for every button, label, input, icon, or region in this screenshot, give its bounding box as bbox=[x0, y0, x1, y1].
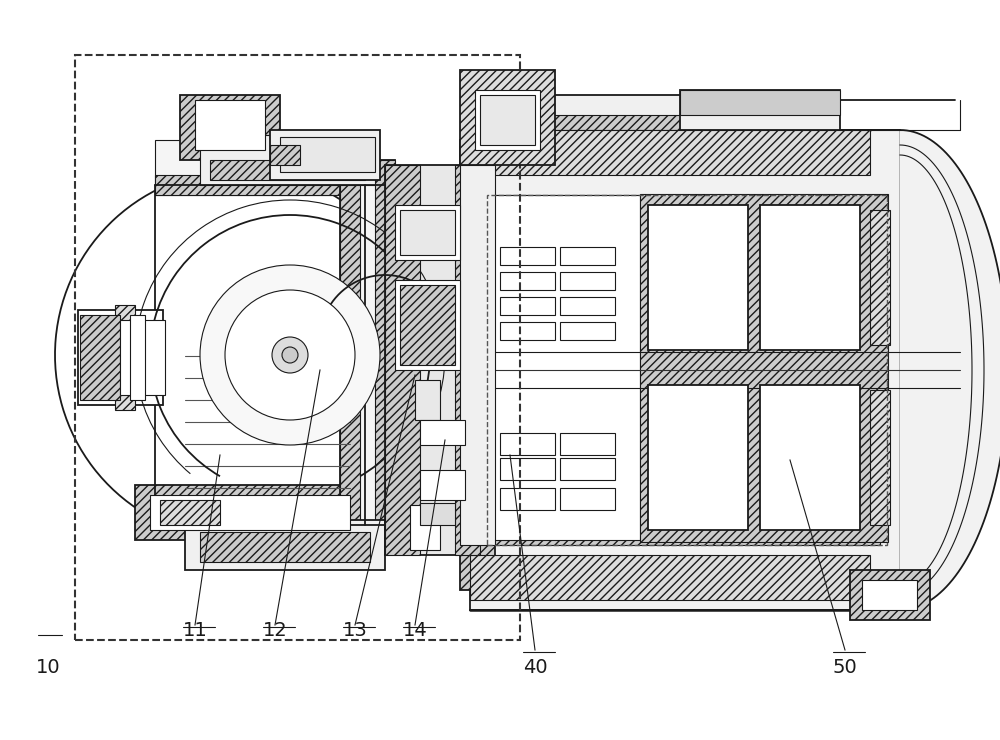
Bar bbox=[185, 520, 385, 570]
Bar bbox=[130, 315, 145, 400]
Bar bbox=[400, 285, 455, 365]
Bar bbox=[487, 195, 887, 545]
Bar bbox=[155, 175, 360, 195]
Bar bbox=[420, 503, 455, 525]
Bar bbox=[460, 70, 555, 165]
Bar bbox=[870, 390, 890, 525]
Text: 11: 11 bbox=[183, 621, 207, 640]
Bar bbox=[385, 165, 420, 555]
Bar bbox=[395, 280, 460, 370]
Bar bbox=[480, 95, 535, 145]
Bar bbox=[375, 160, 395, 540]
Bar bbox=[115, 305, 135, 410]
Bar bbox=[560, 488, 615, 510]
Bar bbox=[75, 55, 520, 640]
Bar bbox=[415, 380, 440, 420]
Bar bbox=[470, 130, 900, 610]
Bar bbox=[680, 90, 840, 115]
Bar bbox=[270, 145, 300, 165]
Bar bbox=[155, 140, 360, 195]
Bar bbox=[560, 272, 615, 290]
Bar bbox=[850, 570, 930, 620]
Bar bbox=[395, 205, 460, 260]
Bar bbox=[160, 500, 220, 525]
Bar bbox=[80, 315, 120, 400]
Text: 13: 13 bbox=[343, 621, 367, 640]
Bar bbox=[150, 495, 350, 530]
Bar bbox=[78, 310, 163, 405]
Bar bbox=[410, 505, 440, 550]
Text: 14: 14 bbox=[403, 621, 427, 640]
Bar bbox=[340, 160, 360, 540]
Bar bbox=[560, 433, 615, 455]
Bar bbox=[420, 470, 465, 500]
Bar bbox=[340, 160, 395, 540]
Polygon shape bbox=[900, 130, 1000, 610]
Bar bbox=[560, 297, 615, 315]
Bar bbox=[648, 385, 748, 530]
Bar bbox=[460, 165, 495, 545]
Bar bbox=[470, 555, 870, 600]
Bar bbox=[490, 95, 685, 150]
Text: 10: 10 bbox=[36, 658, 60, 677]
Bar bbox=[870, 210, 890, 345]
Bar bbox=[500, 433, 555, 455]
Bar bbox=[500, 488, 555, 510]
Bar bbox=[640, 194, 888, 542]
Bar bbox=[210, 160, 365, 180]
Text: 12: 12 bbox=[263, 621, 287, 640]
Bar bbox=[500, 458, 555, 480]
Bar bbox=[455, 165, 480, 555]
Bar bbox=[135, 485, 365, 540]
Bar bbox=[490, 115, 685, 130]
Bar bbox=[760, 385, 860, 530]
Bar bbox=[760, 205, 860, 350]
Bar bbox=[560, 322, 615, 340]
Text: 40: 40 bbox=[523, 658, 547, 677]
Bar bbox=[400, 210, 455, 255]
Bar bbox=[648, 205, 748, 350]
Bar bbox=[492, 195, 640, 540]
Bar bbox=[560, 247, 615, 265]
Bar bbox=[490, 195, 880, 545]
Bar bbox=[500, 322, 555, 340]
Text: 50: 50 bbox=[833, 658, 857, 677]
Bar bbox=[500, 272, 555, 290]
Circle shape bbox=[200, 265, 380, 445]
Bar bbox=[200, 532, 370, 562]
Bar bbox=[200, 135, 375, 185]
Bar bbox=[560, 458, 615, 480]
Circle shape bbox=[282, 347, 298, 363]
Bar bbox=[195, 100, 265, 150]
Bar bbox=[460, 140, 495, 590]
Bar bbox=[180, 95, 280, 160]
Bar bbox=[120, 320, 165, 395]
Circle shape bbox=[225, 290, 355, 420]
Bar bbox=[862, 580, 917, 610]
Bar bbox=[500, 247, 555, 265]
Bar bbox=[280, 137, 375, 172]
Bar bbox=[385, 165, 480, 555]
Bar bbox=[270, 130, 380, 180]
Bar bbox=[470, 130, 870, 175]
Circle shape bbox=[272, 337, 308, 373]
Bar bbox=[680, 90, 840, 130]
Bar bbox=[420, 420, 465, 445]
Bar bbox=[500, 297, 555, 315]
Bar bbox=[490, 130, 685, 150]
Bar bbox=[475, 90, 540, 150]
